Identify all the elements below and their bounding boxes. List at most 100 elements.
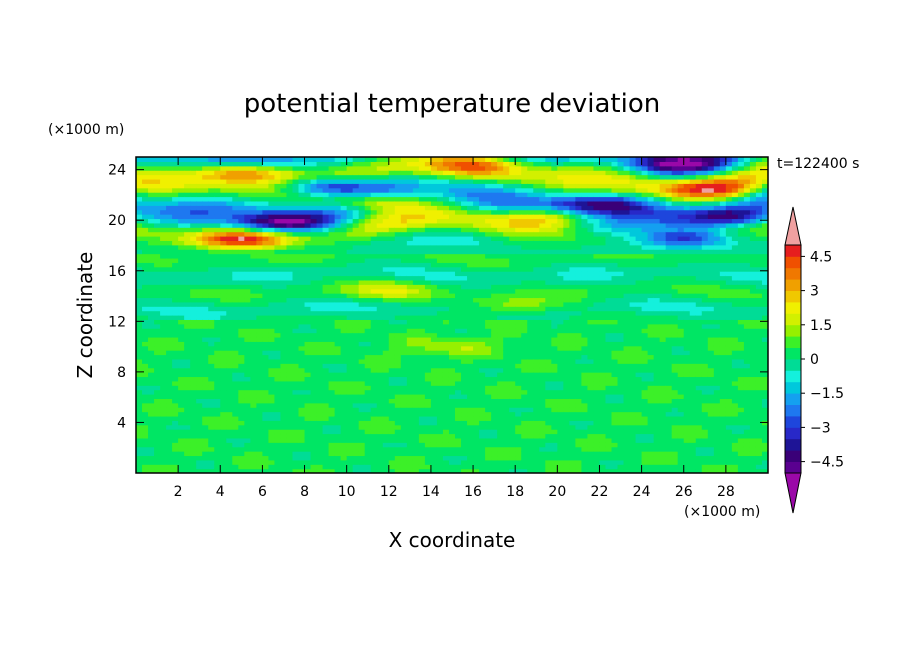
heatmap-cell [436, 222, 444, 228]
heatmap-cell [226, 240, 233, 246]
heatmap-cell [322, 367, 330, 373]
heatmap-cell [214, 262, 221, 268]
heatmap-cell [244, 165, 251, 171]
heatmap-cell [521, 464, 528, 470]
heatmap-cell [497, 385, 504, 391]
heatmap-cell [256, 279, 263, 285]
heatmap-cell [400, 227, 408, 233]
heatmap-cell [286, 385, 294, 391]
heatmap-cell [316, 415, 324, 421]
heatmap-cell [268, 236, 276, 241]
heatmap-cell [370, 187, 378, 193]
heatmap-cell [376, 367, 384, 373]
heatmap-cell [515, 205, 522, 211]
heatmap-cell [292, 315, 300, 320]
heatmap-cell [304, 398, 312, 404]
heatmap-cell [539, 402, 546, 408]
chart-title: potential temperature deviation [244, 89, 660, 119]
heatmap-cell [298, 196, 306, 202]
heatmap-cell [220, 350, 227, 356]
heatmap-cell [545, 301, 552, 307]
heatmap-cell [370, 350, 378, 356]
heatmap-cell [497, 284, 504, 290]
heatmap-cell [509, 420, 516, 426]
heatmap-cell [220, 402, 227, 408]
heatmap-cell [521, 372, 528, 378]
heatmap-cell [461, 161, 468, 167]
heatmap-cell [214, 345, 221, 351]
heatmap-cell [316, 214, 324, 220]
heatmap-cell [274, 161, 282, 167]
heatmap-cell [292, 222, 300, 228]
heatmap-cell [352, 380, 360, 386]
heatmap-cell [515, 170, 522, 176]
heatmap-cell [473, 262, 480, 268]
heatmap-cell [328, 253, 336, 259]
heatmap-cell [400, 407, 408, 413]
heatmap-cell [178, 231, 185, 237]
heatmap-cell [455, 236, 462, 241]
heatmap-cell [370, 214, 378, 220]
heatmap-cell [184, 420, 191, 426]
heatmap-cell [202, 420, 209, 426]
heatmap-cell [202, 341, 209, 347]
heatmap-cell [286, 205, 294, 211]
heatmap-cell [461, 345, 468, 351]
heatmap-cell [400, 236, 408, 241]
heatmap-cell [388, 376, 396, 382]
heatmap-cell [491, 341, 498, 347]
heatmap-cell [328, 293, 336, 299]
heatmap-cell [509, 214, 516, 220]
heatmap-cell [479, 200, 486, 206]
heatmap-cell [388, 429, 396, 435]
heatmap-cell [202, 297, 209, 303]
heatmap-cell [346, 262, 354, 268]
heatmap-cell [202, 380, 209, 386]
heatmap-cell [226, 279, 233, 285]
heatmap-cell [268, 214, 276, 220]
heatmap-cell [376, 275, 384, 281]
heatmap-cell [509, 249, 516, 255]
heatmap-cell [172, 262, 179, 268]
heatmap-cell [262, 389, 270, 395]
heatmap-cell [190, 459, 197, 465]
heatmap-cell [304, 433, 312, 439]
heatmap-cell [448, 170, 456, 176]
heatmap-cell [328, 301, 336, 307]
heatmap-cell [545, 358, 552, 364]
heatmap-cell [400, 165, 408, 171]
heatmap-cell [515, 157, 522, 162]
heatmap-cell [244, 407, 251, 413]
heatmap-cell [521, 244, 528, 250]
heatmap-cell [256, 174, 263, 180]
heatmap-cell [214, 372, 221, 378]
heatmap-cell [274, 227, 282, 233]
heatmap-cell [280, 271, 288, 277]
heatmap-cell [346, 231, 354, 237]
heatmap-cell [467, 350, 474, 356]
heatmap-cell [202, 446, 209, 452]
heatmap-cell [388, 442, 396, 448]
heatmap-cell [160, 200, 167, 206]
heatmap-cell [220, 420, 227, 426]
heatmap-cell [220, 464, 227, 470]
heatmap-cell [394, 192, 402, 198]
heatmap-cell [328, 178, 336, 184]
heatmap-cell [448, 310, 456, 316]
heatmap-cell [448, 424, 456, 430]
heatmap-cell [442, 442, 450, 448]
heatmap-cell [394, 319, 402, 325]
heatmap-cell [238, 209, 245, 215]
heatmap-cell [148, 266, 155, 272]
heatmap-cell [238, 262, 245, 268]
heatmap-cell [491, 315, 498, 320]
heatmap-cell [196, 279, 203, 285]
heatmap-cell [509, 341, 516, 347]
heatmap-cell [334, 165, 342, 171]
heatmap-cell [292, 293, 300, 299]
heatmap-cell [328, 323, 336, 329]
heatmap-cell [515, 389, 522, 395]
heatmap-cell [250, 165, 257, 171]
heatmap-cell [238, 459, 245, 465]
heatmap-cell [430, 367, 438, 373]
